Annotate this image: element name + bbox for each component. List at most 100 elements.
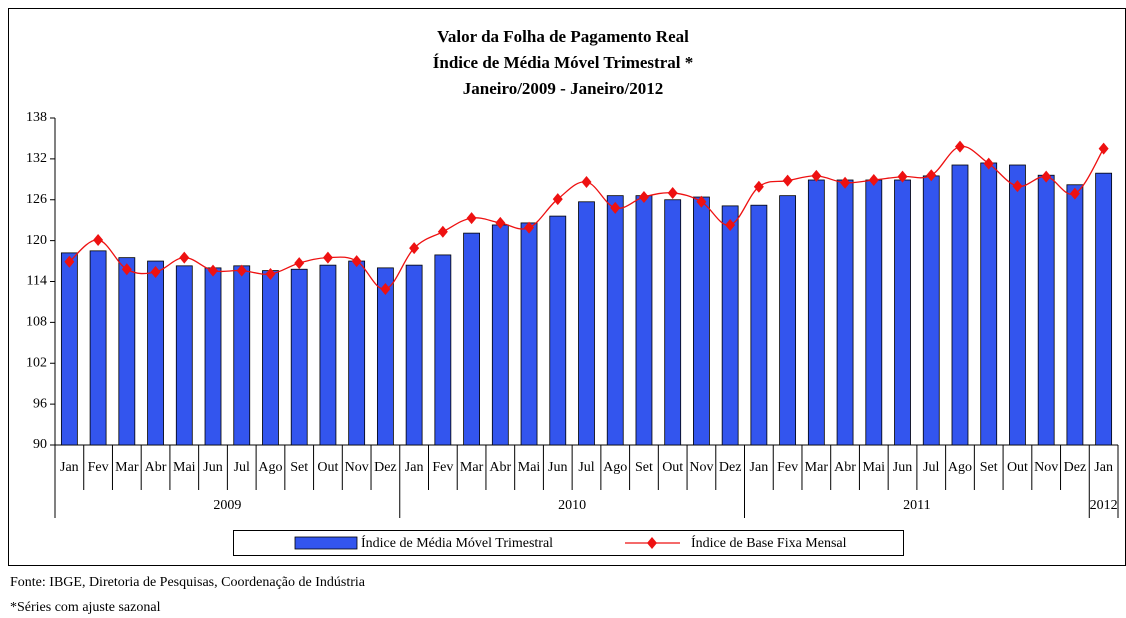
line-marker xyxy=(121,263,132,276)
bar xyxy=(376,267,394,446)
x-tick-label: Fev xyxy=(88,460,109,475)
x-tick-label: Out xyxy=(1007,460,1028,475)
line-marker xyxy=(1098,142,1109,155)
line-marker xyxy=(236,264,247,277)
legend-label: Índice de Base Fixa Mensal xyxy=(691,534,847,551)
line-marker xyxy=(495,216,506,229)
bar xyxy=(60,252,78,446)
x-tick-label: Mai xyxy=(863,460,886,475)
x-tick-label: Dez xyxy=(1064,460,1087,475)
line-marker xyxy=(466,212,477,225)
x-tick-label: Dez xyxy=(374,460,397,475)
chart-title: Índice de Média Móvel Trimestral * xyxy=(433,53,693,72)
x-tick-label: Mai xyxy=(518,460,541,475)
x-tick-label: Dez xyxy=(719,460,742,475)
bar xyxy=(147,260,164,446)
x-tick-label: Jun xyxy=(893,460,912,475)
bar xyxy=(204,267,222,446)
bar xyxy=(951,164,969,446)
x-tick-label: Mar xyxy=(115,460,139,475)
line-marker xyxy=(610,201,621,214)
x-tick-label: Nov xyxy=(1034,460,1058,475)
line-marker xyxy=(581,176,592,189)
x-tick-label: Fev xyxy=(777,460,798,475)
line-marker xyxy=(725,218,736,231)
x-tick-label: Nov xyxy=(689,460,713,475)
x-tick-label: Set xyxy=(980,460,998,475)
bar xyxy=(549,215,567,446)
line-marker xyxy=(638,191,649,204)
line-marker xyxy=(524,221,535,234)
x-group-label: 2009 xyxy=(213,498,241,513)
x-tick-label: Jan xyxy=(60,460,79,475)
x-tick-label: Jun xyxy=(548,460,567,475)
line-marker xyxy=(437,225,448,238)
legend-swatch xyxy=(294,536,358,550)
x-tick-label: Jan xyxy=(405,460,424,475)
x-tick-label: Jan xyxy=(750,460,769,475)
bar xyxy=(491,224,509,446)
line-marker xyxy=(753,180,764,193)
x-tick-label: Abr xyxy=(489,460,511,475)
x-group-label: 2012 xyxy=(1090,498,1118,513)
line-marker xyxy=(380,282,391,295)
bar xyxy=(1037,174,1055,446)
bar xyxy=(89,250,107,446)
x-tick-label: Out xyxy=(662,460,683,475)
bar xyxy=(922,175,940,446)
y-tick-label: 126 xyxy=(26,192,47,207)
bar xyxy=(836,179,854,446)
bar xyxy=(520,222,538,446)
x-tick-label: Mar xyxy=(805,460,829,475)
y-tick-label: 132 xyxy=(26,151,47,166)
line-marker xyxy=(840,176,851,189)
bar xyxy=(980,162,998,446)
x-tick-label: Jul xyxy=(923,460,939,475)
y-tick-label: 114 xyxy=(27,274,47,289)
line-marker xyxy=(696,195,707,208)
x-tick-label: Jul xyxy=(578,460,594,475)
bar xyxy=(721,205,739,446)
line-marker xyxy=(409,242,420,255)
chart-title: Valor da Folha de Pagamento Real xyxy=(437,27,689,46)
legend-swatch xyxy=(647,537,657,549)
x-tick-label: Jul xyxy=(234,460,250,475)
x-tick-label: Mar xyxy=(460,460,484,475)
line-marker xyxy=(954,140,965,153)
bar xyxy=(348,260,366,446)
line-marker xyxy=(1069,187,1080,200)
line-marker xyxy=(351,255,362,268)
line-marker xyxy=(926,169,937,182)
x-tick-label: Abr xyxy=(834,460,856,475)
line-marker xyxy=(1012,180,1023,193)
bar xyxy=(635,195,653,446)
line-marker xyxy=(64,255,75,268)
x-tick-label: Abr xyxy=(145,460,167,475)
bar xyxy=(779,195,797,446)
x-tick-label: Jan xyxy=(1094,460,1113,475)
line-marker xyxy=(150,265,161,278)
bar xyxy=(664,199,682,446)
x-tick-label: Ago xyxy=(603,460,627,475)
y-tick-label: 96 xyxy=(33,396,47,411)
y-tick-label: 102 xyxy=(26,355,47,370)
legend-label: Índice de Média Móvel Trimestral xyxy=(361,534,553,551)
line-marker xyxy=(868,173,879,186)
x-tick-label: Ago xyxy=(258,460,282,475)
line-marker xyxy=(897,170,908,183)
line-marker xyxy=(811,169,822,182)
x-tick-label: Jun xyxy=(203,460,222,475)
bar xyxy=(434,254,452,446)
line-marker xyxy=(667,186,678,199)
bar xyxy=(865,179,883,446)
line-marker xyxy=(265,268,276,281)
bar xyxy=(1009,164,1026,446)
bar xyxy=(1095,172,1113,446)
y-tick-label: 120 xyxy=(26,233,47,248)
bar xyxy=(606,195,624,446)
line-marker xyxy=(179,251,190,264)
bar xyxy=(1066,184,1084,446)
bar xyxy=(262,270,279,446)
